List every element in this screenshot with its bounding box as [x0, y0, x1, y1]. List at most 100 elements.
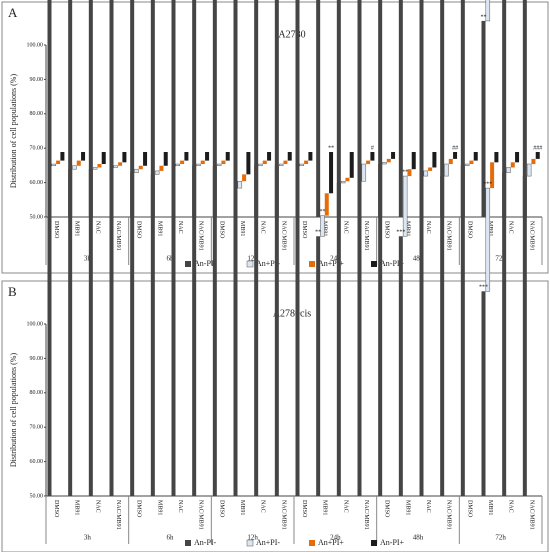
bar-segment — [68, 169, 73, 496]
bar-segment — [473, 152, 478, 161]
bar-segment — [336, 182, 341, 496]
legend-swatch — [371, 261, 377, 267]
x-tick-label: NAC — [177, 221, 183, 234]
group-label: 6h — [167, 534, 175, 542]
legend-swatch — [185, 540, 191, 546]
bar-segment — [76, 160, 81, 166]
bar-segment — [407, 169, 412, 177]
bar-segment — [216, 163, 222, 167]
legend-swatch — [309, 261, 315, 267]
x-tick-label: MB91 — [156, 500, 162, 515]
significance-label: *** — [396, 230, 405, 236]
bar-segment — [345, 177, 350, 182]
bar-segment — [130, 0, 135, 217]
bar-segment — [68, 0, 73, 218]
bar-segment — [295, 165, 300, 496]
bar-segment — [154, 170, 160, 175]
group-label: 6h — [167, 255, 175, 263]
bar-segment — [233, 188, 238, 496]
y-tick-label: 60.00 — [30, 180, 44, 186]
significance-label: *** — [479, 285, 488, 291]
significance-label: ## — [452, 145, 458, 151]
bar-segment — [419, 0, 424, 218]
bar-segment — [118, 162, 123, 166]
y-tick-label: 50.00 — [30, 214, 44, 220]
bar-segment — [212, 0, 217, 217]
y-tick-label: 100.00 — [27, 42, 44, 48]
x-tick-label: DMSO — [136, 221, 142, 239]
x-tick-label: MB91 — [156, 221, 162, 236]
bar-segment — [283, 160, 288, 165]
x-tick-label: NAC — [508, 221, 514, 234]
x-tick-label: NAC/MB91 — [446, 500, 452, 530]
bar-segment — [274, 165, 279, 496]
x-tick-label: NAC — [260, 500, 266, 513]
bar-segment — [502, 172, 507, 496]
x-tick-label: MB91 — [322, 500, 328, 515]
bar-segment — [130, 172, 135, 496]
bar-segment — [469, 160, 474, 165]
bar-segment — [60, 152, 65, 161]
bar-segment — [225, 152, 230, 161]
x-tick-label: DMSO — [384, 221, 390, 239]
bar-segment — [398, 236, 403, 496]
bar-segment — [278, 163, 284, 167]
bar-segment — [122, 152, 127, 163]
bar-segment — [159, 165, 164, 171]
bar-segment — [254, 0, 259, 218]
y-tick-label: 90.00 — [30, 356, 44, 362]
bar-segment — [192, 165, 197, 496]
bar-segment — [47, 0, 52, 218]
bar-segment — [47, 165, 52, 496]
group-label: 24h — [330, 534, 341, 542]
x-tick-label: DMSO — [301, 221, 307, 239]
bar-segment — [428, 167, 433, 171]
bar-segment — [274, 0, 279, 218]
bar-segment — [262, 160, 267, 165]
x-tick-label: DMSO — [218, 221, 224, 239]
bar-segment — [391, 152, 396, 159]
x-tick-label: NAC — [260, 221, 266, 234]
x-tick-label: NAC/MB91 — [363, 221, 369, 251]
bar-segment — [316, 236, 321, 496]
x-tick-label: DMSO — [301, 500, 307, 518]
bar-segment — [97, 164, 102, 168]
x-tick-label: NAC/MB91 — [446, 221, 452, 251]
bar-segment — [382, 162, 387, 165]
bar-segment — [92, 167, 98, 170]
bar-segment — [200, 160, 205, 165]
y-tick-label: 60.00 — [30, 459, 44, 465]
y-tick-label: 100.00 — [27, 321, 44, 327]
bar-segment — [308, 152, 313, 161]
bar-segment — [453, 152, 458, 159]
significance-label: # — [371, 145, 374, 151]
significance-label: ** — [402, 169, 408, 175]
y-tick-label: 80.00 — [30, 390, 44, 396]
bar-segment — [366, 160, 371, 165]
bar-segment — [510, 162, 515, 168]
group-label: 48h — [413, 534, 424, 542]
bar-segment — [88, 169, 93, 496]
bar-segment — [51, 163, 57, 167]
legend-swatch — [246, 260, 254, 268]
chart-title: A2780cis — [273, 308, 311, 319]
significance-label: ** — [481, 14, 487, 20]
x-tick-label: NAC — [94, 500, 100, 513]
x-tick-label: DMSO — [53, 221, 59, 239]
bar-segment — [485, 0, 491, 22]
bar-segment — [444, 163, 449, 177]
x-tick-label: MB91 — [74, 221, 80, 236]
bar-segment — [299, 163, 305, 167]
x-tick-label: MB91 — [239, 221, 245, 236]
significance-label: *** — [483, 181, 492, 187]
bar-segment — [184, 152, 189, 161]
panel-label: B — [8, 284, 17, 299]
x-tick-label: NAC/MB91 — [198, 221, 204, 251]
bar-segment — [357, 181, 362, 497]
bar-segment — [180, 160, 185, 165]
bar-segment — [432, 152, 437, 168]
x-tick-label: DMSO — [218, 500, 224, 518]
bar-segment — [101, 152, 106, 165]
chart-title: A2780 — [278, 29, 305, 40]
bar-segment — [56, 160, 61, 165]
